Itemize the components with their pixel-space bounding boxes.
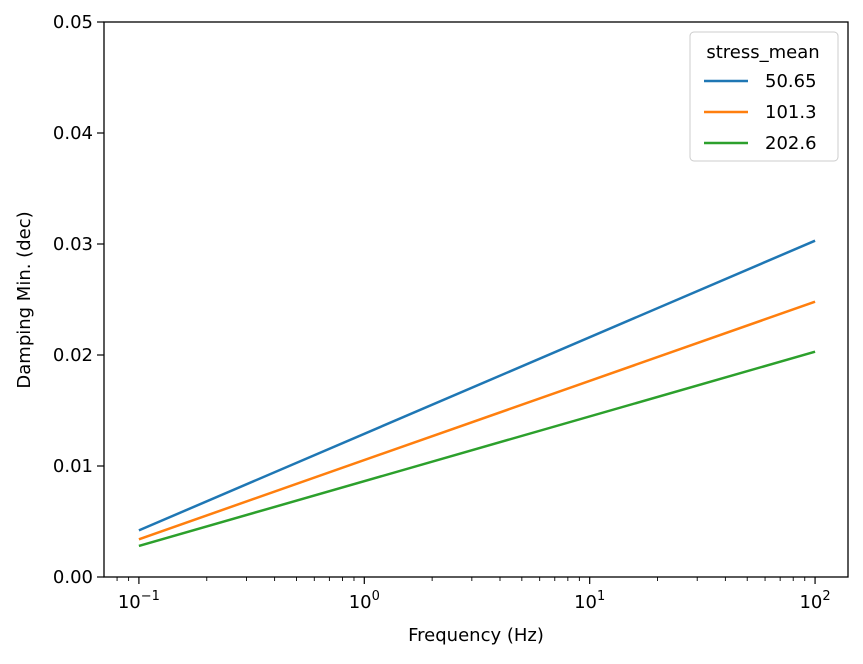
x-tick-label: 10−1 [118, 589, 160, 613]
series-line [138, 350, 816, 548]
y-tick-label: 0.02 [53, 345, 93, 366]
legend-label: 202.6 [765, 133, 817, 154]
legend: stress_mean 50.65 101.3 202.6 [689, 31, 839, 162]
legend-box [689, 31, 839, 162]
axes-layer: 0.00 0.01 0.02 0.03 0.04 0.05 10−1 100 101 102 [53, 12, 831, 613]
y-tick-label: 0.03 [53, 234, 93, 255]
x-tick-label: 102 [799, 589, 830, 613]
y-tick-label: 0.04 [53, 123, 93, 144]
y-tick-label: 0.05 [53, 12, 93, 33]
y-tick-label: 0.01 [53, 456, 93, 477]
legend-label: 50.65 [765, 71, 817, 92]
x-axis-label: Frequency (Hz) [408, 625, 544, 646]
y-tick-label: 0.00 [53, 567, 93, 588]
series-line [138, 239, 816, 532]
series-line [138, 300, 816, 541]
x-tick-label: 101 [574, 589, 605, 613]
y-axis-label: Damping Min. (dec) [14, 211, 35, 388]
legend-title: stress_mean [706, 42, 819, 63]
legend-label: 101.3 [765, 102, 817, 123]
plot-frame [103, 21, 849, 578]
x-tick-label: 100 [349, 589, 380, 613]
marks-layer [138, 239, 816, 548]
